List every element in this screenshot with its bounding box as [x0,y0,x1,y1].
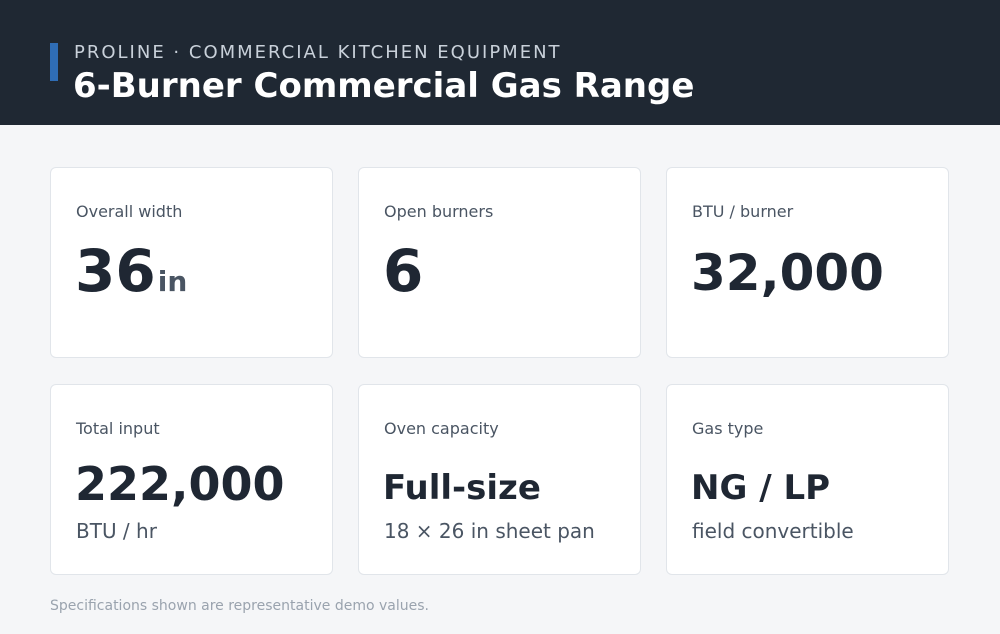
spec-value: Full-size [383,468,541,508]
spec-label: Total input [76,419,160,438]
accent-bar [50,43,58,81]
spec-card: Oven capacity Full-size 18 × 26 in sheet… [358,384,641,575]
spec-value: 6 [383,237,424,305]
spec-card: Gas type NG / LP field convertible [666,384,949,575]
spec-card: BTU / burner 32,000 [666,167,949,358]
spec-value-row: 36in [75,242,187,300]
spec-label: Gas type [692,419,764,438]
spec-sub: 18 × 26 in sheet pan [384,519,595,543]
spec-label: Open burners [384,202,494,221]
footer-note: Specifications shown are representative … [50,598,429,614]
spec-unit: in [157,265,188,298]
spec-label: Overall width [76,202,183,221]
eyebrow: PROLINE · COMMERCIAL KITCHEN EQUIPMENT [74,42,562,63]
page-title: 6-Burner Commercial Gas Range [73,66,695,106]
spec-value: 222,000 [75,457,285,511]
spec-sub: field convertible [692,519,854,543]
spec-value: 32,000 [691,244,884,302]
spec-card: Overall width 36in [50,167,333,358]
spec-label: Oven capacity [384,419,499,438]
spec-card: Open burners 6 [358,167,641,358]
header: PROLINE · COMMERCIAL KITCHEN EQUIPMENT 6… [0,0,1000,125]
spec-label: BTU / burner [692,202,794,221]
spec-value: NG / LP [691,468,831,508]
spec-value: 36 [75,237,156,305]
spec-sub: BTU / hr [76,519,157,543]
spec-card: Total input 222,000 BTU / hr [50,384,333,575]
